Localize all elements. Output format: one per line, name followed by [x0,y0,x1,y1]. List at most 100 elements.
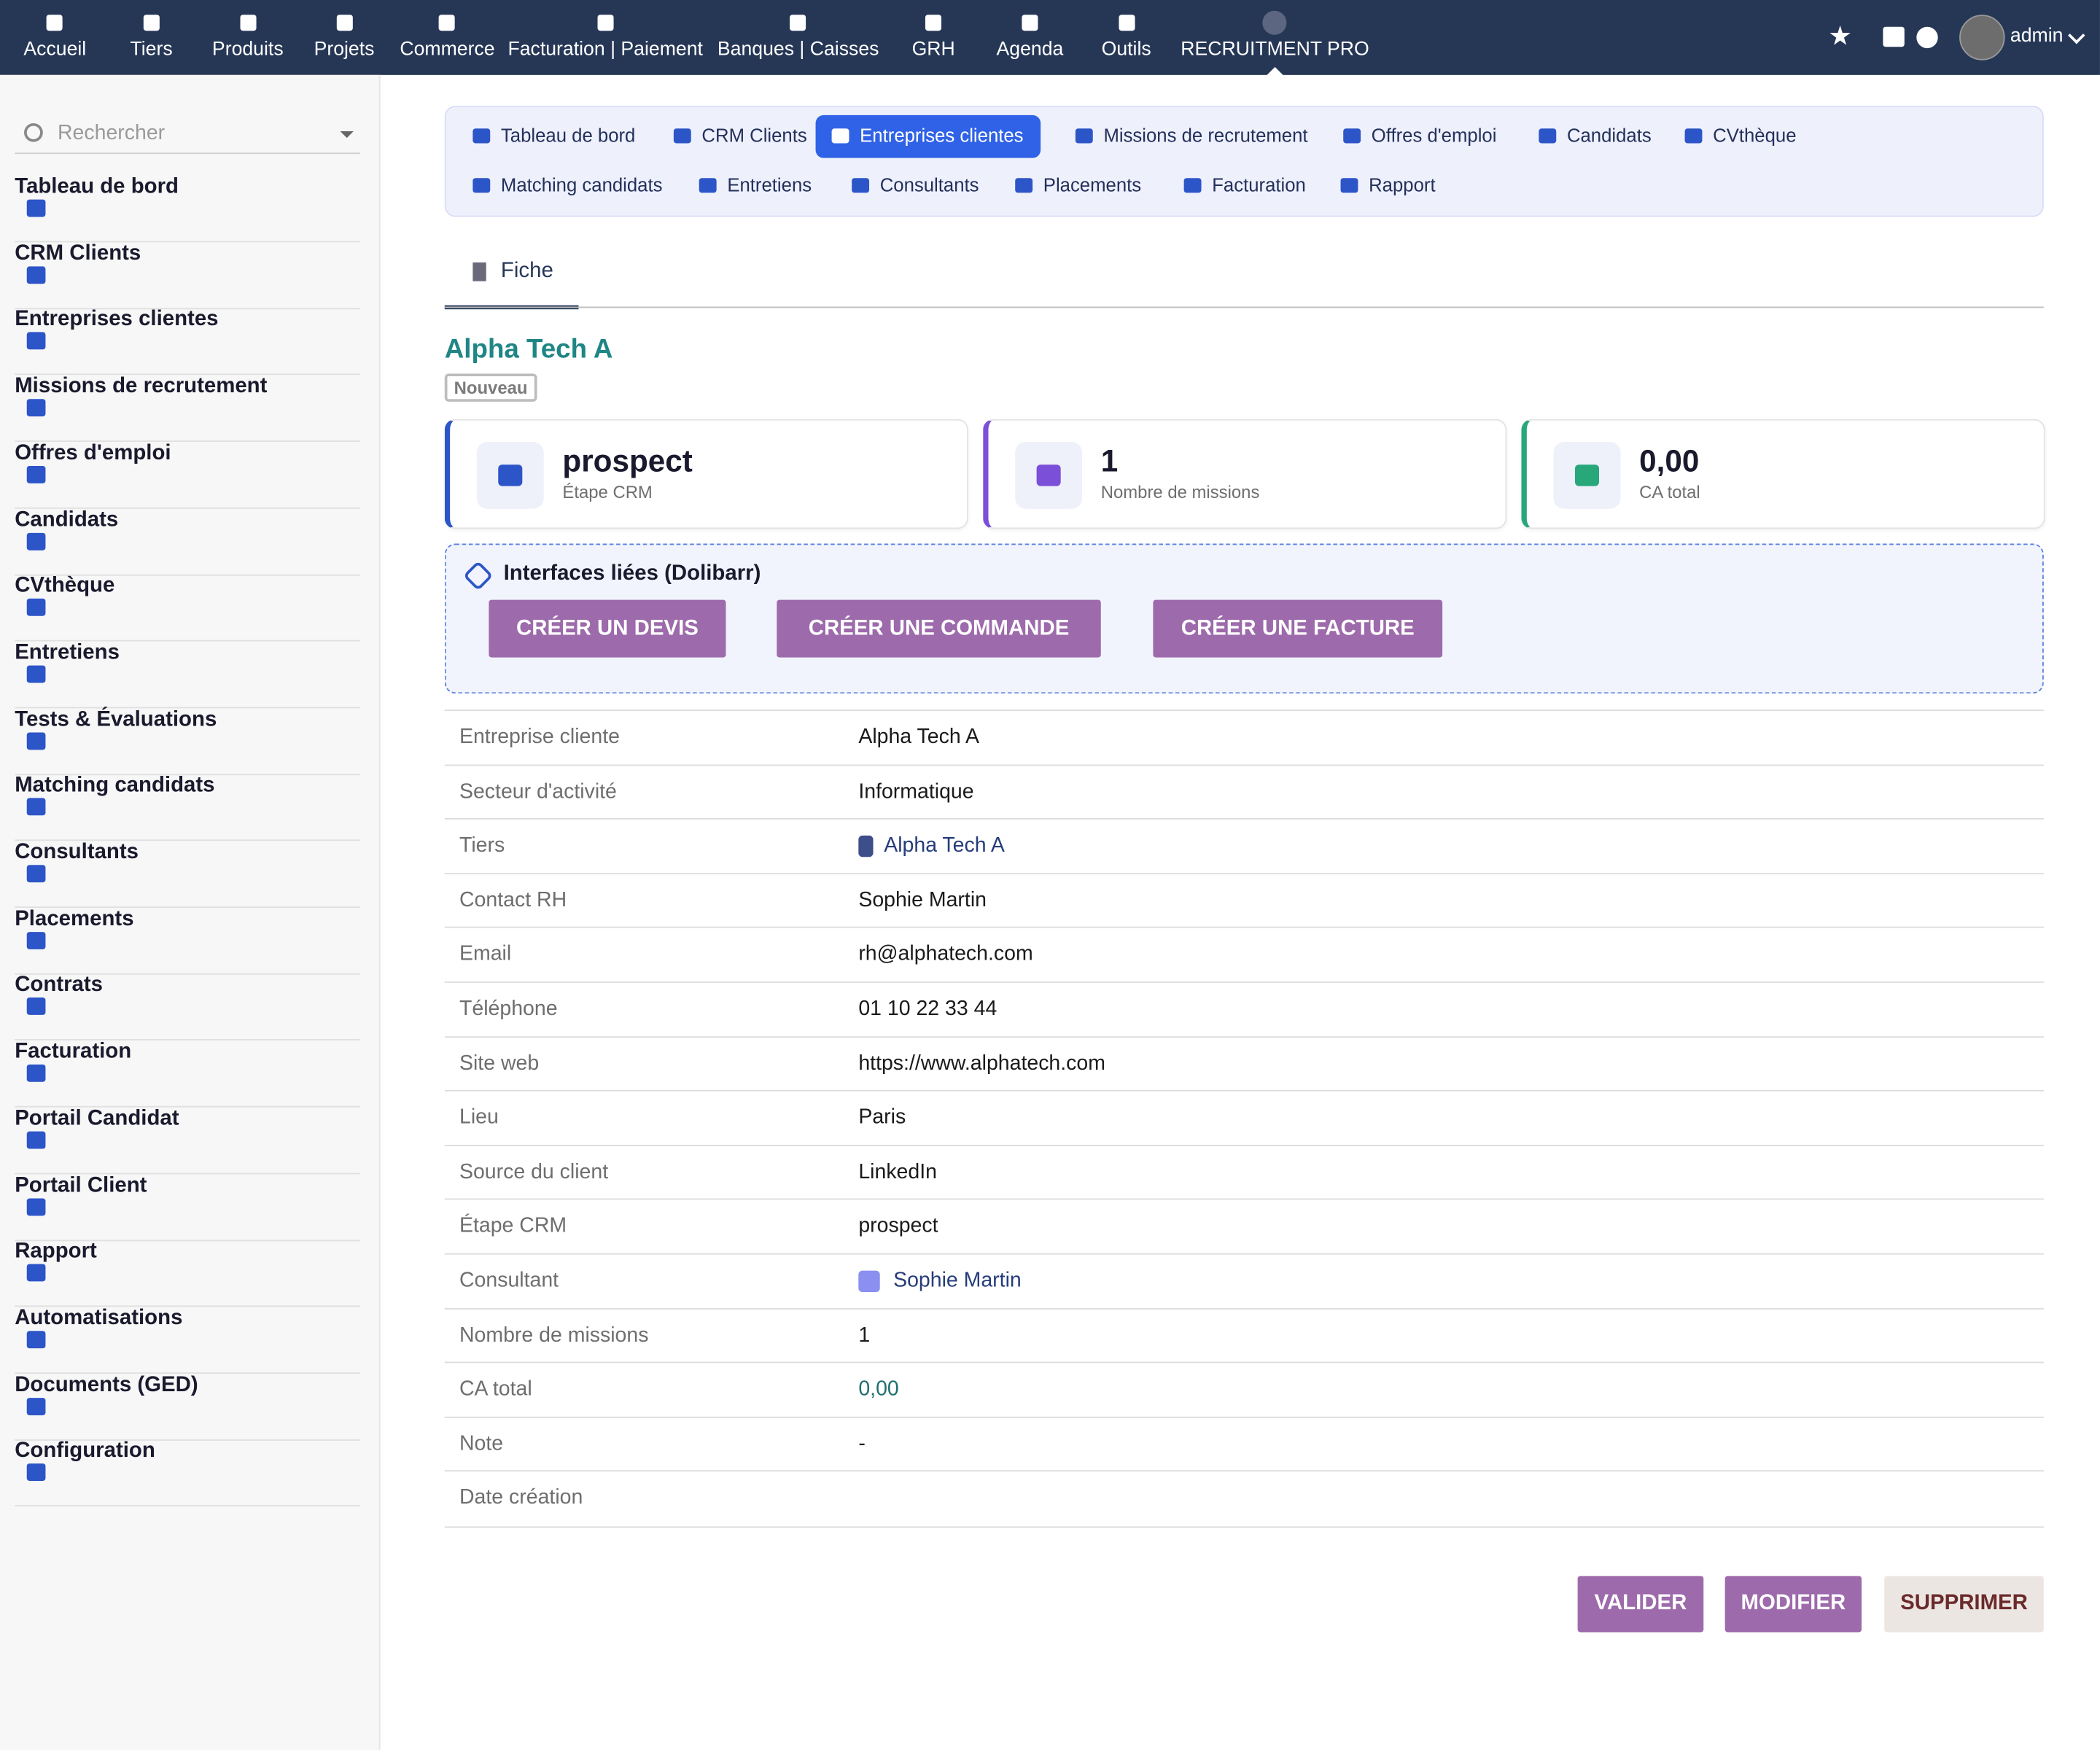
tab-label: Fiche [500,260,553,283]
sidebar-label: Portail Client [15,1173,147,1197]
sidebar-label: Entreprises clientes [15,308,219,332]
sidebar-item[interactable]: Entretiens [15,641,361,709]
sidebar-icon [26,399,46,417]
action-button[interactable]: VALIDER [1577,1576,1704,1633]
detail-label: CA total [459,1377,532,1401]
sidebar-item[interactable]: Rapport [15,1240,361,1307]
stat-value: 0,00 [1639,443,1700,478]
search-icon [24,122,43,142]
detail-value: - [858,1432,866,1455]
user-caret[interactable] [2068,26,2085,44]
sidebar-item[interactable]: Automatisations [15,1307,361,1374]
module-menu-icon [1340,178,1358,193]
sidebar-item[interactable]: CRM Clients [15,242,361,309]
sidebar-item[interactable]: Entreprises clientes [15,308,361,376]
module-menu-item[interactable]: Placements [999,165,1159,208]
avatar[interactable] [1959,15,2005,61]
detail-row: Source du client LinkedIn [444,1144,2044,1199]
module-menu-item[interactable]: Entretiens [683,165,829,208]
sidebar-icon [26,199,46,217]
detail-label: Consultant [459,1269,559,1293]
sidebar-item[interactable]: Contrats [15,974,361,1041]
sidebar-label: Matching candidats [15,774,215,798]
module-menu-item[interactable]: Rapport [1324,165,1452,208]
detail-label: Source du client [459,1160,609,1183]
module-menu-item[interactable]: Candidats [1522,115,1668,158]
top-nav-item[interactable]: Banques | Caisses [718,0,879,75]
linked-button[interactable]: CRÉER UN DEVIS [489,599,726,658]
detail-value[interactable]: Alpha Tech A [884,834,1005,858]
sidebar-icon [26,998,46,1016]
sidebar-label: Documents (GED) [15,1373,198,1396]
action-button[interactable]: MODIFIER [1724,1576,1862,1633]
tab-fiche[interactable]: Fiche [444,241,579,310]
action-button[interactable]: SUPPRIMER [1884,1576,2044,1633]
sidebar-label: Configuration [15,1439,155,1463]
top-nav-item[interactable]: Agenda [997,0,1063,75]
detail-row: Lieu Paris [444,1090,2044,1145]
top-nav-label: RECRUITMENT PRO [1181,39,1369,61]
top-nav-item[interactable]: GRH [912,0,955,75]
sidebar-label: Rapport [15,1240,97,1263]
detail-row: Nombre de missions 1 [444,1307,2044,1362]
search-box[interactable]: Rechercher [15,118,361,155]
detail-row: Email rh@alphatech.com [444,927,2044,981]
module-menu-icon [852,178,870,193]
bookmark-icon[interactable] [1829,25,1851,45]
top-nav-item[interactable]: Accueil [23,0,86,75]
top-nav-item[interactable]: Facturation | Paiement [508,0,703,75]
detail-label: Nombre de missions [459,1323,649,1347]
help-icon[interactable] [1916,26,1938,49]
sidebar-item[interactable]: Facturation [15,1041,361,1108]
stat-card: prospect Étape CRM [444,419,968,529]
sidebar-item[interactable]: Missions de recrutement [15,375,361,443]
detail-label: Email [459,943,512,966]
module-menu-item[interactable]: Facturation [1168,165,1323,208]
module-menu-label: Matching candidats [500,174,663,196]
top-nav-item[interactable]: Commerce [400,0,495,75]
top-nav-item[interactable]: Projets [314,0,375,75]
sidebar-icon [26,1264,46,1282]
sidebar-item[interactable]: Placements [15,907,361,975]
linked-button[interactable]: CRÉER UNE FACTURE [1153,599,1443,658]
sidebar-item[interactable]: Configuration [15,1439,361,1507]
module-menu-item[interactable]: Consultants [836,165,996,208]
module-menu-item[interactable]: Entreprises clientes [815,114,1041,158]
module-menu-item[interactable]: Matching candidats [456,165,680,208]
top-nav-item[interactable]: Tiers [130,0,173,75]
module-menu-item[interactable]: CRM Clients [658,115,825,158]
sidebar-item[interactable]: Offres d'emploi [15,442,361,509]
stat-icon [1574,464,1600,486]
sidebar: Rechercher Tableau de bord CRM Clients Ent… [0,74,381,1750]
stat-label: Nombre de missions [1100,482,1260,502]
module-menu-item[interactable]: Missions de recrutement [1059,115,1326,158]
module-menu-item[interactable]: Tableau de bord [456,115,653,158]
sidebar-item[interactable]: Consultants [15,841,361,909]
sidebar-item[interactable]: Tableau de bord [15,176,361,243]
detail-value[interactable]: Sophie Martin [893,1269,1022,1293]
sidebar-item[interactable]: Candidats [15,508,361,575]
detail-row: Site web https://www.alphatech.com [444,1035,2044,1091]
top-nav-item[interactable]: RECRUITMENT PRO [1181,0,1369,75]
sidebar-item[interactable]: Portail Candidat [15,1107,361,1175]
sidebar-item[interactable]: Portail Client [15,1173,361,1241]
sidebar-item[interactable]: Documents (GED) [15,1373,361,1441]
top-nav-item[interactable]: Outils [1102,0,1151,75]
top-nav-label: Projets [314,39,375,61]
sidebar-item[interactable]: Matching candidats [15,774,361,841]
module-menu-label: Placements [1043,174,1142,196]
sidebar-item[interactable]: CVthèque [15,575,361,642]
linked-button[interactable]: CRÉER UNE COMMANDE [777,599,1101,658]
top-nav-item[interactable]: Produits [212,0,284,75]
sidebar-icon [26,532,46,550]
module-menu-item[interactable]: Offres d'emploi [1327,115,1514,158]
top-nav-label: Accueil [23,39,87,61]
link-icon [858,836,874,858]
print-icon[interactable] [1883,26,1905,47]
user-name[interactable]: admin [2010,25,2064,47]
top-nav-icon [47,15,63,31]
top-nav-icon [335,15,353,31]
module-menu-item[interactable]: CVthèque [1669,115,1814,158]
sidebar-item[interactable]: Tests & Évaluations [15,708,361,775]
